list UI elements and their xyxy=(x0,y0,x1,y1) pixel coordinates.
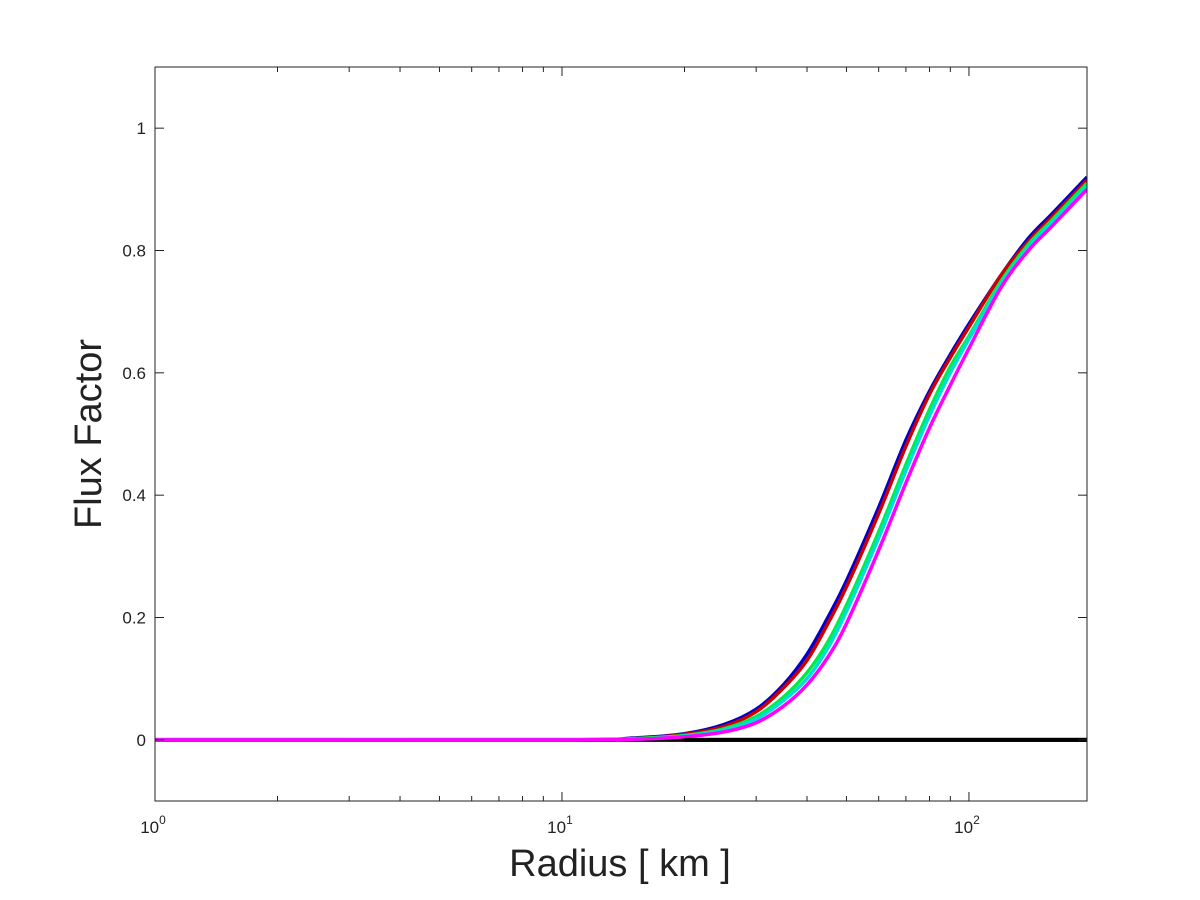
y-tick-label-2: 0.4 xyxy=(122,486,146,505)
x-axis-title: Radius [ km ] xyxy=(509,843,731,885)
series-lines xyxy=(155,175,1087,742)
axis-ticks xyxy=(154,67,1087,801)
y-axis-title: Flux Factor xyxy=(68,339,110,529)
x-tick-label-1: 101 xyxy=(547,813,573,837)
tick-labels: 0 0.2 0.4 0.6 0.8 1 100 101 102 xyxy=(122,119,980,837)
y-tick-label-4: 0.8 xyxy=(122,242,146,261)
axes-box xyxy=(154,66,1088,802)
y-tick-label-1: 0.2 xyxy=(122,609,146,628)
x-tick-label-2: 102 xyxy=(954,813,980,837)
x-tick-label-0: 100 xyxy=(140,813,166,837)
y-tick-label-0: 0 xyxy=(137,731,146,750)
axes-frame xyxy=(154,66,1088,802)
plot-background xyxy=(155,67,1087,801)
y-tick-label-3: 0.6 xyxy=(122,364,146,383)
y-tick-label-5: 1 xyxy=(137,119,146,138)
plot-area xyxy=(155,67,1087,801)
series-line-5 xyxy=(155,188,1087,742)
